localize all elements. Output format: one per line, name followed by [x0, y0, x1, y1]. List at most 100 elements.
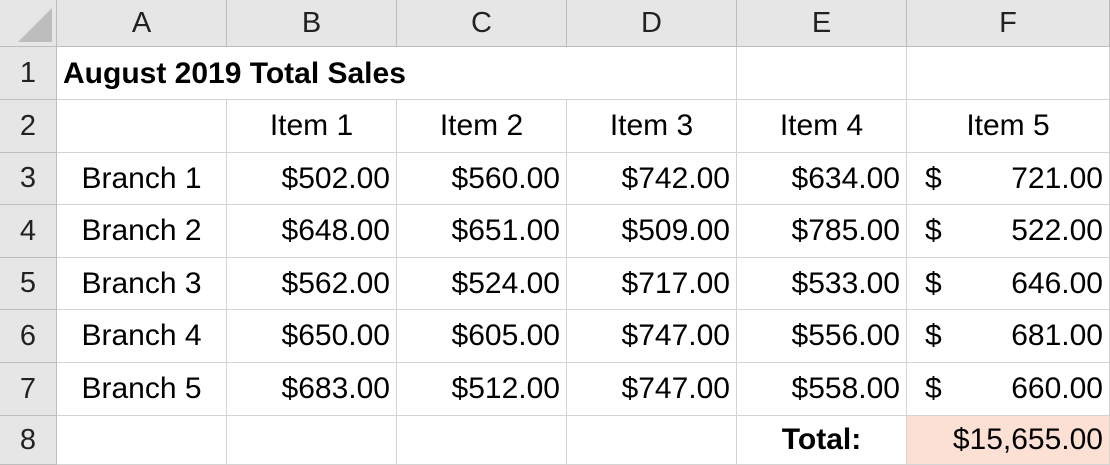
sales-cell-branch4-item4[interactable]: $556.00 — [737, 310, 907, 363]
sales-cell-branch2-item1-text: $648.00 — [281, 214, 390, 247]
row-header-5[interactable]: 5 — [0, 258, 57, 310]
currency-symbol: $ — [925, 266, 942, 300]
sales-cell-branch5-item1[interactable]: $683.00 — [227, 363, 397, 416]
item-header-2[interactable]: Item 2 — [397, 100, 567, 153]
total-value-text: $15,655.00 — [952, 423, 1103, 456]
column-header-a-text: A — [131, 6, 152, 39]
sales-cell-branch4-item5[interactable]: $681.00 — [907, 310, 1110, 363]
sales-cell-branch3-item5[interactable]: $646.00 — [907, 258, 1110, 310]
row-header-4[interactable]: 4 — [0, 205, 57, 258]
amount: 721.00 — [1011, 161, 1103, 195]
sales-cell-branch1-item1-text: $502.00 — [281, 161, 390, 195]
row-header-1-text: 1 — [19, 56, 37, 89]
row-header-2[interactable]: 2 — [0, 100, 57, 153]
sales-cell-branch2-item4[interactable]: $785.00 — [737, 205, 907, 258]
branch-label-5[interactable]: Branch 5 — [57, 363, 227, 416]
sales-cell-branch1-item4[interactable]: $634.00 — [737, 153, 907, 205]
select-all-corner[interactable] — [0, 0, 57, 47]
sales-cell-branch5-item3-text: $747.00 — [621, 372, 730, 405]
row-header-7-text: 7 — [19, 372, 37, 405]
item-header-5[interactable]: Item 5 — [907, 100, 1110, 153]
cell-f1[interactable] — [907, 47, 1110, 100]
cell-c8[interactable] — [397, 416, 567, 465]
sales-cell-branch3-item4[interactable]: $533.00 — [737, 258, 907, 310]
sales-cell-branch4-item3[interactable]: $747.00 — [567, 310, 737, 363]
sales-cell-branch3-item3[interactable]: $717.00 — [567, 258, 737, 310]
branch-label-5-text: Branch 5 — [81, 372, 202, 405]
amount: 681.00 — [1011, 319, 1103, 352]
sales-cell-branch5-item4-text: $558.00 — [791, 372, 900, 405]
total-label[interactable]: Total: — [737, 416, 907, 465]
sales-cell-branch5-item4[interactable]: $558.00 — [737, 363, 907, 416]
row-header-8[interactable]: 8 — [0, 416, 57, 465]
cell-c1[interactable] — [397, 47, 567, 100]
cell-e1[interactable] — [737, 47, 907, 100]
row-header-3-text: 3 — [19, 162, 37, 194]
sales-cell-branch1-item2-text: $560.00 — [451, 161, 560, 195]
sales-cell-branch4-item2[interactable]: $605.00 — [397, 310, 567, 363]
sales-cell-branch2-item2-text: $651.00 — [451, 214, 560, 247]
item-header-1[interactable]: Item 1 — [227, 100, 397, 153]
cell-a8[interactable] — [57, 416, 227, 465]
sales-cell-branch1-item2[interactable]: $560.00 — [397, 153, 567, 205]
item-header-1-text: Item 1 — [269, 109, 354, 142]
sales-cell-branch4-item2-text: $605.00 — [451, 319, 560, 352]
item-header-4[interactable]: Item 4 — [737, 100, 907, 153]
currency-symbol: $ — [925, 214, 942, 247]
row-header-1[interactable]: 1 — [0, 47, 57, 100]
sales-cell-branch4-item4-text: $556.00 — [791, 319, 900, 352]
sales-cell-branch2-item3[interactable]: $509.00 — [567, 205, 737, 258]
sales-cell-branch3-item2[interactable]: $524.00 — [397, 258, 567, 310]
cell-a1[interactable] — [57, 47, 227, 100]
item-header-3[interactable]: Item 3 — [567, 100, 737, 153]
branch-label-1-text: Branch 1 — [81, 161, 202, 195]
sales-cell-branch2-item2[interactable]: $651.00 — [397, 205, 567, 258]
row-header-8-text: 8 — [19, 423, 37, 456]
sales-cell-branch1-item5[interactable]: $721.00 — [907, 153, 1110, 205]
column-header-c[interactable]: C — [397, 0, 567, 47]
sales-cell-branch1-item3[interactable]: $742.00 — [567, 153, 737, 205]
branch-label-3[interactable]: Branch 3 — [57, 258, 227, 310]
column-header-a[interactable]: A — [57, 0, 227, 47]
sheet-title-text: August 2019 Total Sales — [63, 56, 406, 90]
sales-cell-branch5-item3[interactable]: $747.00 — [567, 363, 737, 416]
currency-symbol: $ — [925, 161, 942, 195]
row-header-2-text: 2 — [19, 109, 37, 142]
sales-cell-branch1-item1[interactable]: $502.00 — [227, 153, 397, 205]
sales-cell-branch3-item1[interactable]: $562.00 — [227, 258, 397, 310]
cell-d1[interactable] — [567, 47, 737, 100]
cell-a2[interactable] — [57, 100, 227, 153]
sales-cell-branch5-item1-text: $683.00 — [281, 372, 390, 405]
sheet-title: August 2019 Total Sales — [57, 47, 567, 100]
column-header-f[interactable]: F — [907, 0, 1110, 47]
amount: 646.00 — [1011, 266, 1103, 300]
branch-label-1[interactable]: Branch 1 — [57, 153, 227, 205]
row-header-7[interactable]: 7 — [0, 363, 57, 416]
column-header-d[interactable]: D — [567, 0, 737, 47]
sales-cell-branch5-item2[interactable]: $512.00 — [397, 363, 567, 416]
sales-cell-branch1-item3-text: $742.00 — [621, 161, 730, 195]
total-value[interactable]: $15,655.00 — [907, 416, 1110, 465]
row-header-3[interactable]: 3 — [0, 153, 57, 205]
column-header-d-text: D — [641, 6, 662, 39]
amount: 660.00 — [1011, 372, 1103, 405]
sales-cell-branch3-item1-text: $562.00 — [281, 266, 390, 300]
sales-cell-branch4-item3-text: $747.00 — [621, 319, 730, 352]
sales-cell-branch2-item1[interactable]: $648.00 — [227, 205, 397, 258]
sales-cell-branch2-item4-text: $785.00 — [791, 214, 900, 247]
cell-b8[interactable] — [227, 416, 397, 465]
cell-d8[interactable] — [567, 416, 737, 465]
cell-b1[interactable] — [227, 47, 397, 100]
sales-cell-branch1-item4-text: $634.00 — [791, 161, 900, 195]
amount: 522.00 — [1011, 214, 1103, 247]
branch-label-2[interactable]: Branch 2 — [57, 205, 227, 258]
row-header-4-text: 4 — [19, 214, 37, 247]
select-all-triangle-icon — [18, 8, 52, 42]
sales-cell-branch4-item1[interactable]: $650.00 — [227, 310, 397, 363]
sales-cell-branch2-item5[interactable]: $522.00 — [907, 205, 1110, 258]
column-header-e[interactable]: E — [737, 0, 907, 47]
column-header-b[interactable]: B — [227, 0, 397, 47]
row-header-6[interactable]: 6 — [0, 310, 57, 363]
branch-label-4[interactable]: Branch 4 — [57, 310, 227, 363]
sales-cell-branch5-item5[interactable]: $660.00 — [907, 363, 1110, 416]
